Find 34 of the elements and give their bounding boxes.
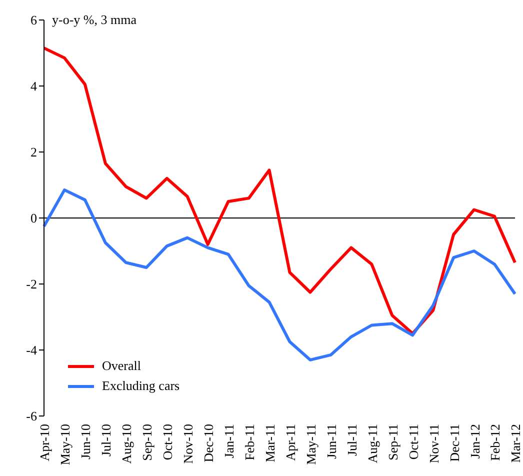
x-tick-label: Nov-11 [426,424,442,464]
x-tick-label: Jul-11 [344,424,360,456]
x-tick-label: Sep-10 [140,424,155,461]
x-tick-label: May-11 [303,424,318,465]
x-tick-label: Jun-10 [78,424,94,460]
y-axis-title: y-o-y %, 3 mma [52,12,136,28]
x-tick-label: May-10 [58,424,73,466]
x-tick-label: Mar-11 [262,424,278,462]
x-tick-label: Oct-11 [406,424,421,460]
x-tick-label: Oct-10 [160,424,176,460]
y-tick-label: -6 [26,408,38,424]
x-tick-label: Jul-10 [98,424,114,456]
x-tick-label: Apr-11 [282,424,298,461]
x-tick-label: Aug-11 [364,424,380,464]
x-tick-label: Jun-11 [324,424,339,459]
x-tick-label: Feb-12 [488,424,503,461]
x-tick-label: Dec-11 [446,424,462,462]
legend-label: Overall [102,358,141,374]
y-tick-label: 4 [30,78,38,94]
x-tick-label: Feb-11 [242,424,258,460]
y-tick-label: -4 [26,342,38,358]
x-tick-label: Apr-10 [37,424,52,462]
x-tick-label: Jan-11 [222,424,237,458]
x-tick-label: Mar-12 [508,424,523,463]
x-tick-label: Dec-10 [201,424,216,462]
x-tick-label: Jan-12 [467,424,482,459]
y-tick-label: 6 [30,12,38,28]
y-tick-label: -2 [26,276,37,292]
y-tick-label: 2 [30,144,37,160]
legend-label: Excluding cars [102,378,180,394]
x-tick-label: Sep-11 [385,424,400,460]
x-tick-label: Aug-10 [119,424,134,464]
x-tick-label: Nov-10 [180,424,196,464]
y-tick-label: 0 [30,210,37,226]
